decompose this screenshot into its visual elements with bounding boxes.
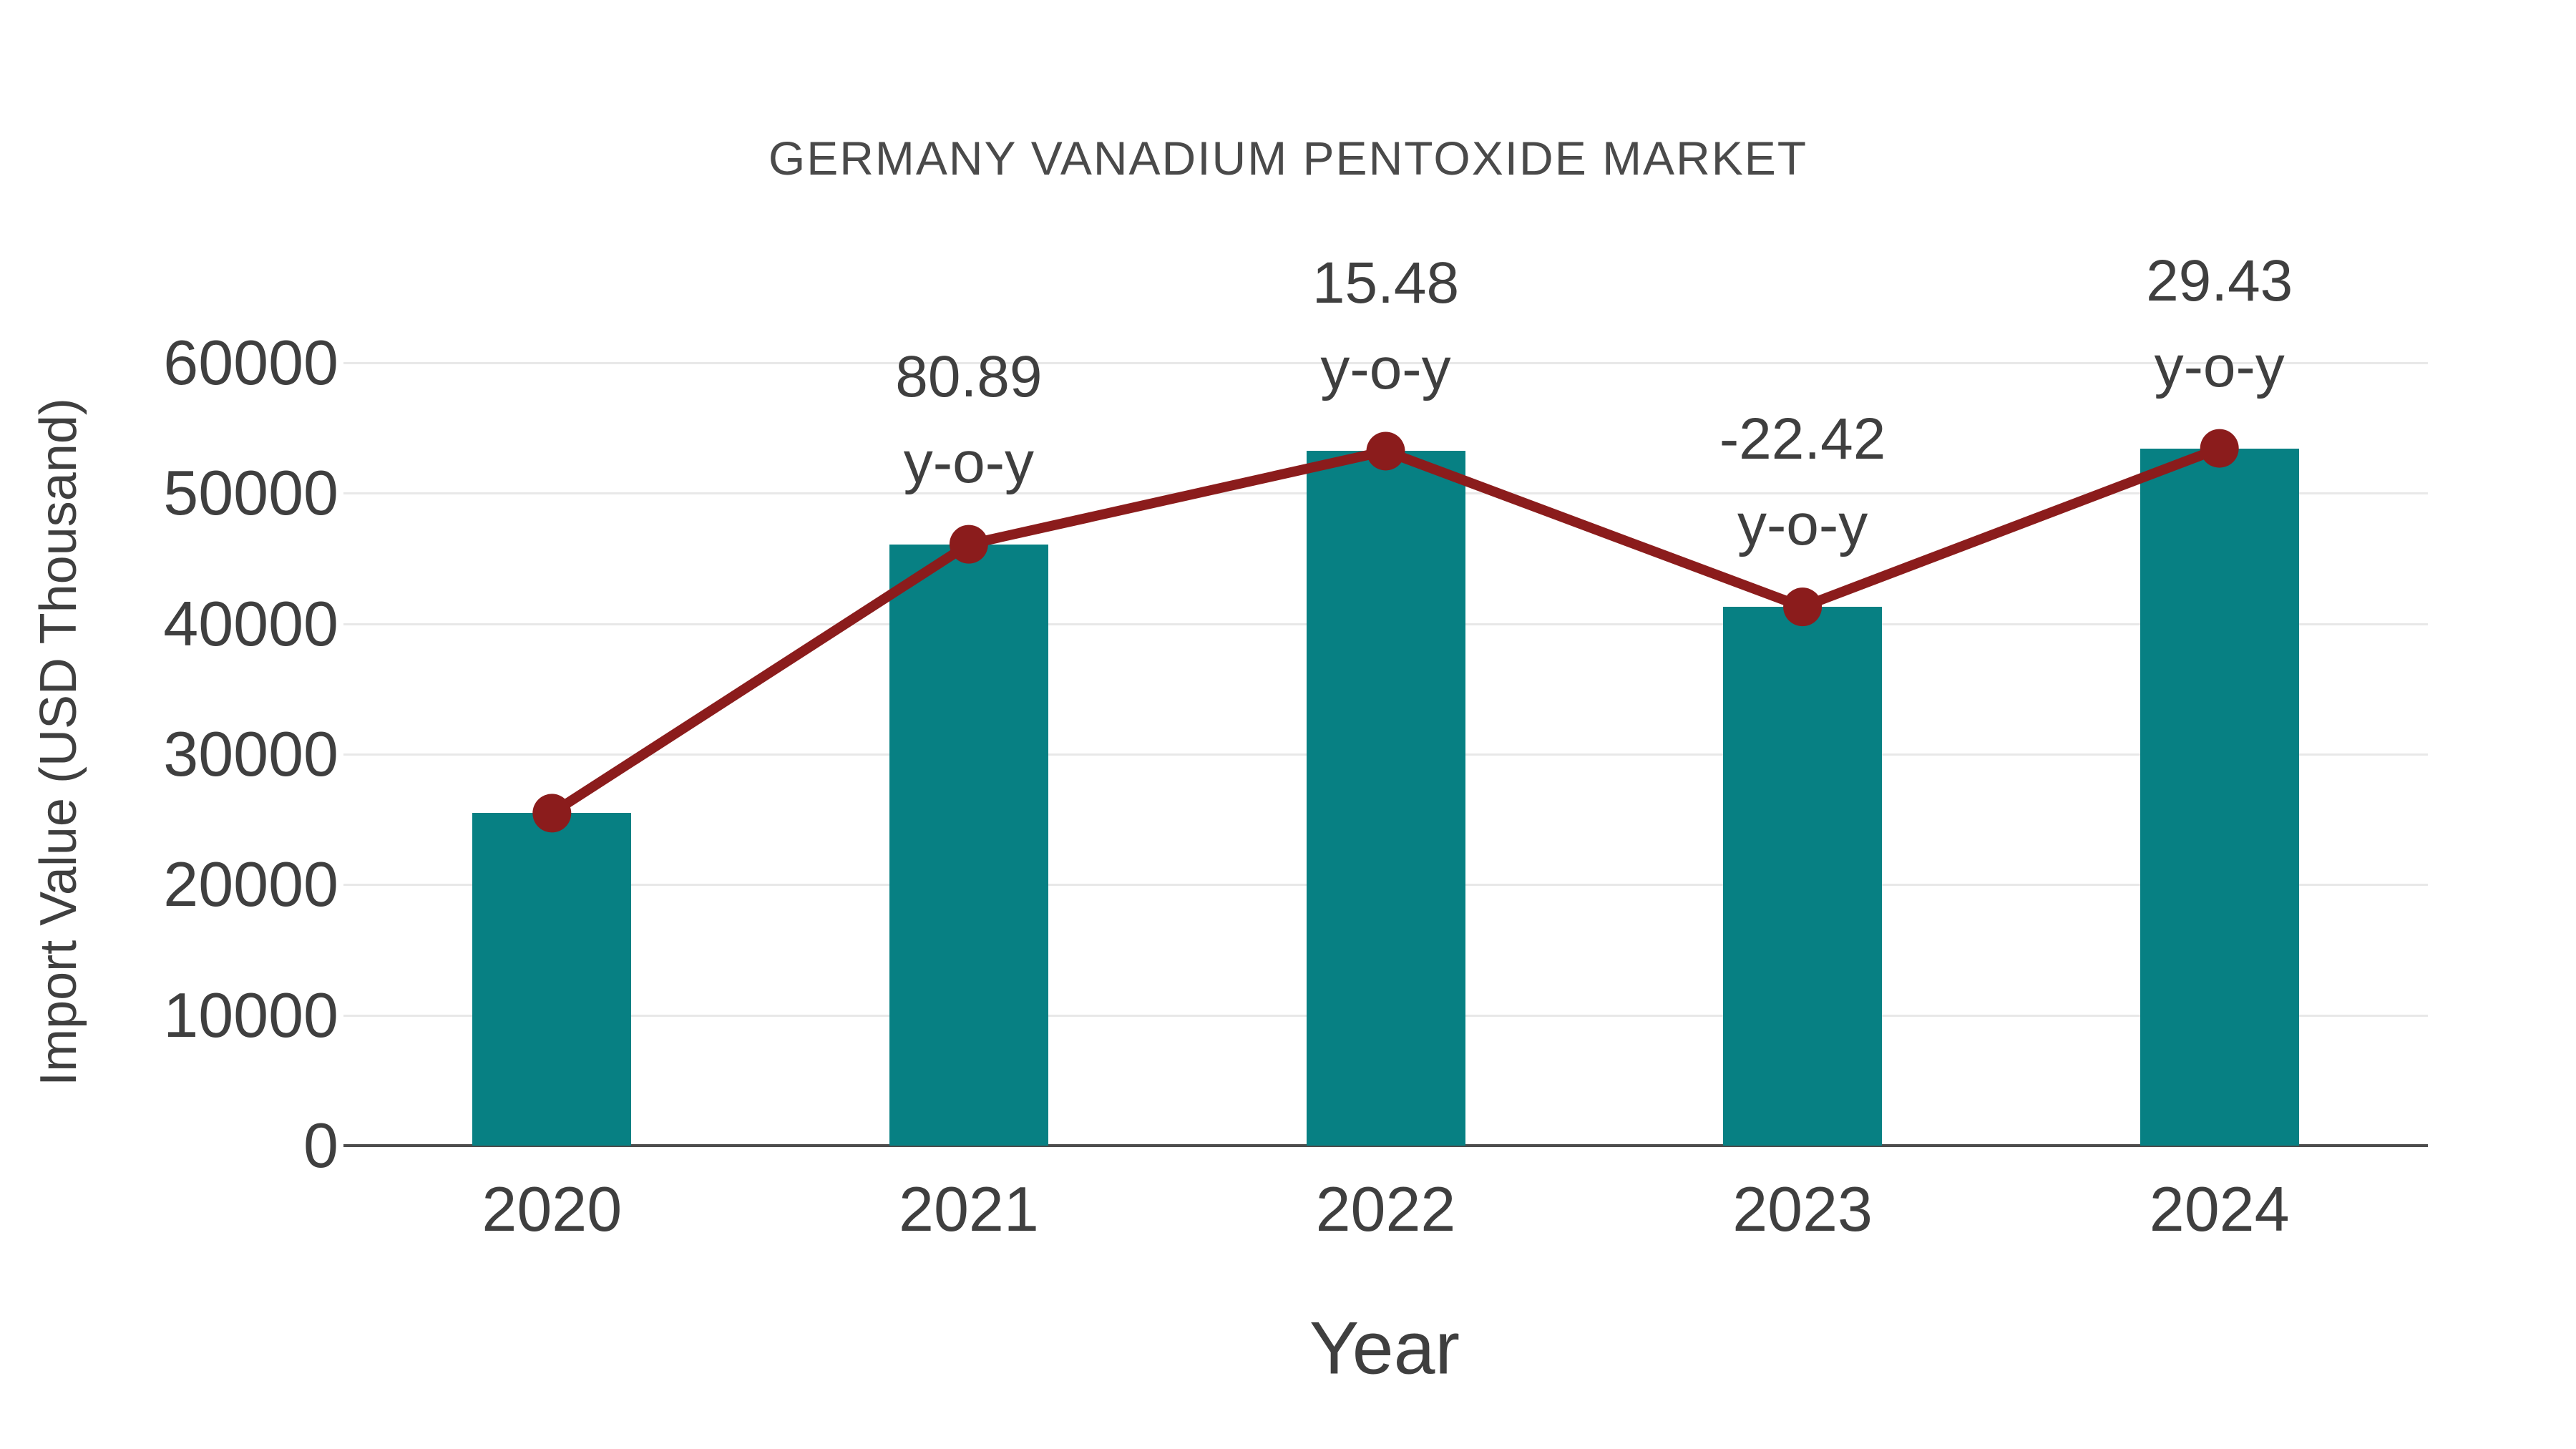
annotation-suffix-2022: y-o-y xyxy=(1320,336,1451,402)
x-tick-2020: 2020 xyxy=(482,1174,623,1244)
annotation-value-2023: -22.42 xyxy=(1719,406,1886,472)
trend-marker-2023 xyxy=(1783,587,1823,627)
y-tick-30000: 30000 xyxy=(163,718,338,789)
trend-marker-2022 xyxy=(1366,431,1405,471)
annotation-suffix-2021: y-o-y xyxy=(903,429,1034,495)
x-tick-2023: 2023 xyxy=(1732,1174,1873,1244)
annotation-2023: -22.42 y-o-y xyxy=(1581,396,2024,568)
bar-2020 xyxy=(472,813,632,1146)
annotation-value-2024: 29.43 xyxy=(2146,248,2293,313)
y-tick-0: 0 xyxy=(303,1110,338,1181)
x-tick-2024: 2024 xyxy=(2149,1174,2290,1244)
y-tick-20000: 20000 xyxy=(163,849,338,920)
x-axis-title-text: Year xyxy=(1309,1307,1460,1390)
trend-marker-2021 xyxy=(949,525,988,564)
chart-title: GERMANY VANADIUM PENTOXIDE MARKET xyxy=(768,132,1808,185)
annotation-suffix-2023: y-o-y xyxy=(1737,492,1868,558)
y-tick-50000: 50000 xyxy=(163,457,338,529)
bar-2021 xyxy=(889,544,1048,1146)
y-tick-10000: 10000 xyxy=(163,979,338,1050)
gridline-60000 xyxy=(343,362,2428,364)
y-tick-40000: 40000 xyxy=(163,587,338,659)
x-tick-2021: 2021 xyxy=(899,1174,1039,1244)
y-tick-60000: 60000 xyxy=(163,327,338,398)
trend-marker-2024 xyxy=(2200,429,2239,468)
bar-2022 xyxy=(1306,451,1465,1146)
gridline-0 xyxy=(343,1144,2428,1147)
annotation-suffix-2024: y-o-y xyxy=(2154,333,2285,399)
annotation-2021: 80.89 y-o-y xyxy=(747,334,1191,506)
trend-marker-2020 xyxy=(532,794,572,833)
x-tick-2022: 2022 xyxy=(1315,1174,1456,1244)
bar-2023 xyxy=(1723,607,1883,1146)
annotation-value-2021: 80.89 xyxy=(895,343,1043,409)
bar-2024 xyxy=(2140,448,2299,1146)
annotation-value-2022: 15.48 xyxy=(1312,250,1460,316)
annotation-2022: 15.48 y-o-y xyxy=(1164,240,1608,412)
annotation-2024: 29.43 y-o-y xyxy=(1998,238,2441,410)
